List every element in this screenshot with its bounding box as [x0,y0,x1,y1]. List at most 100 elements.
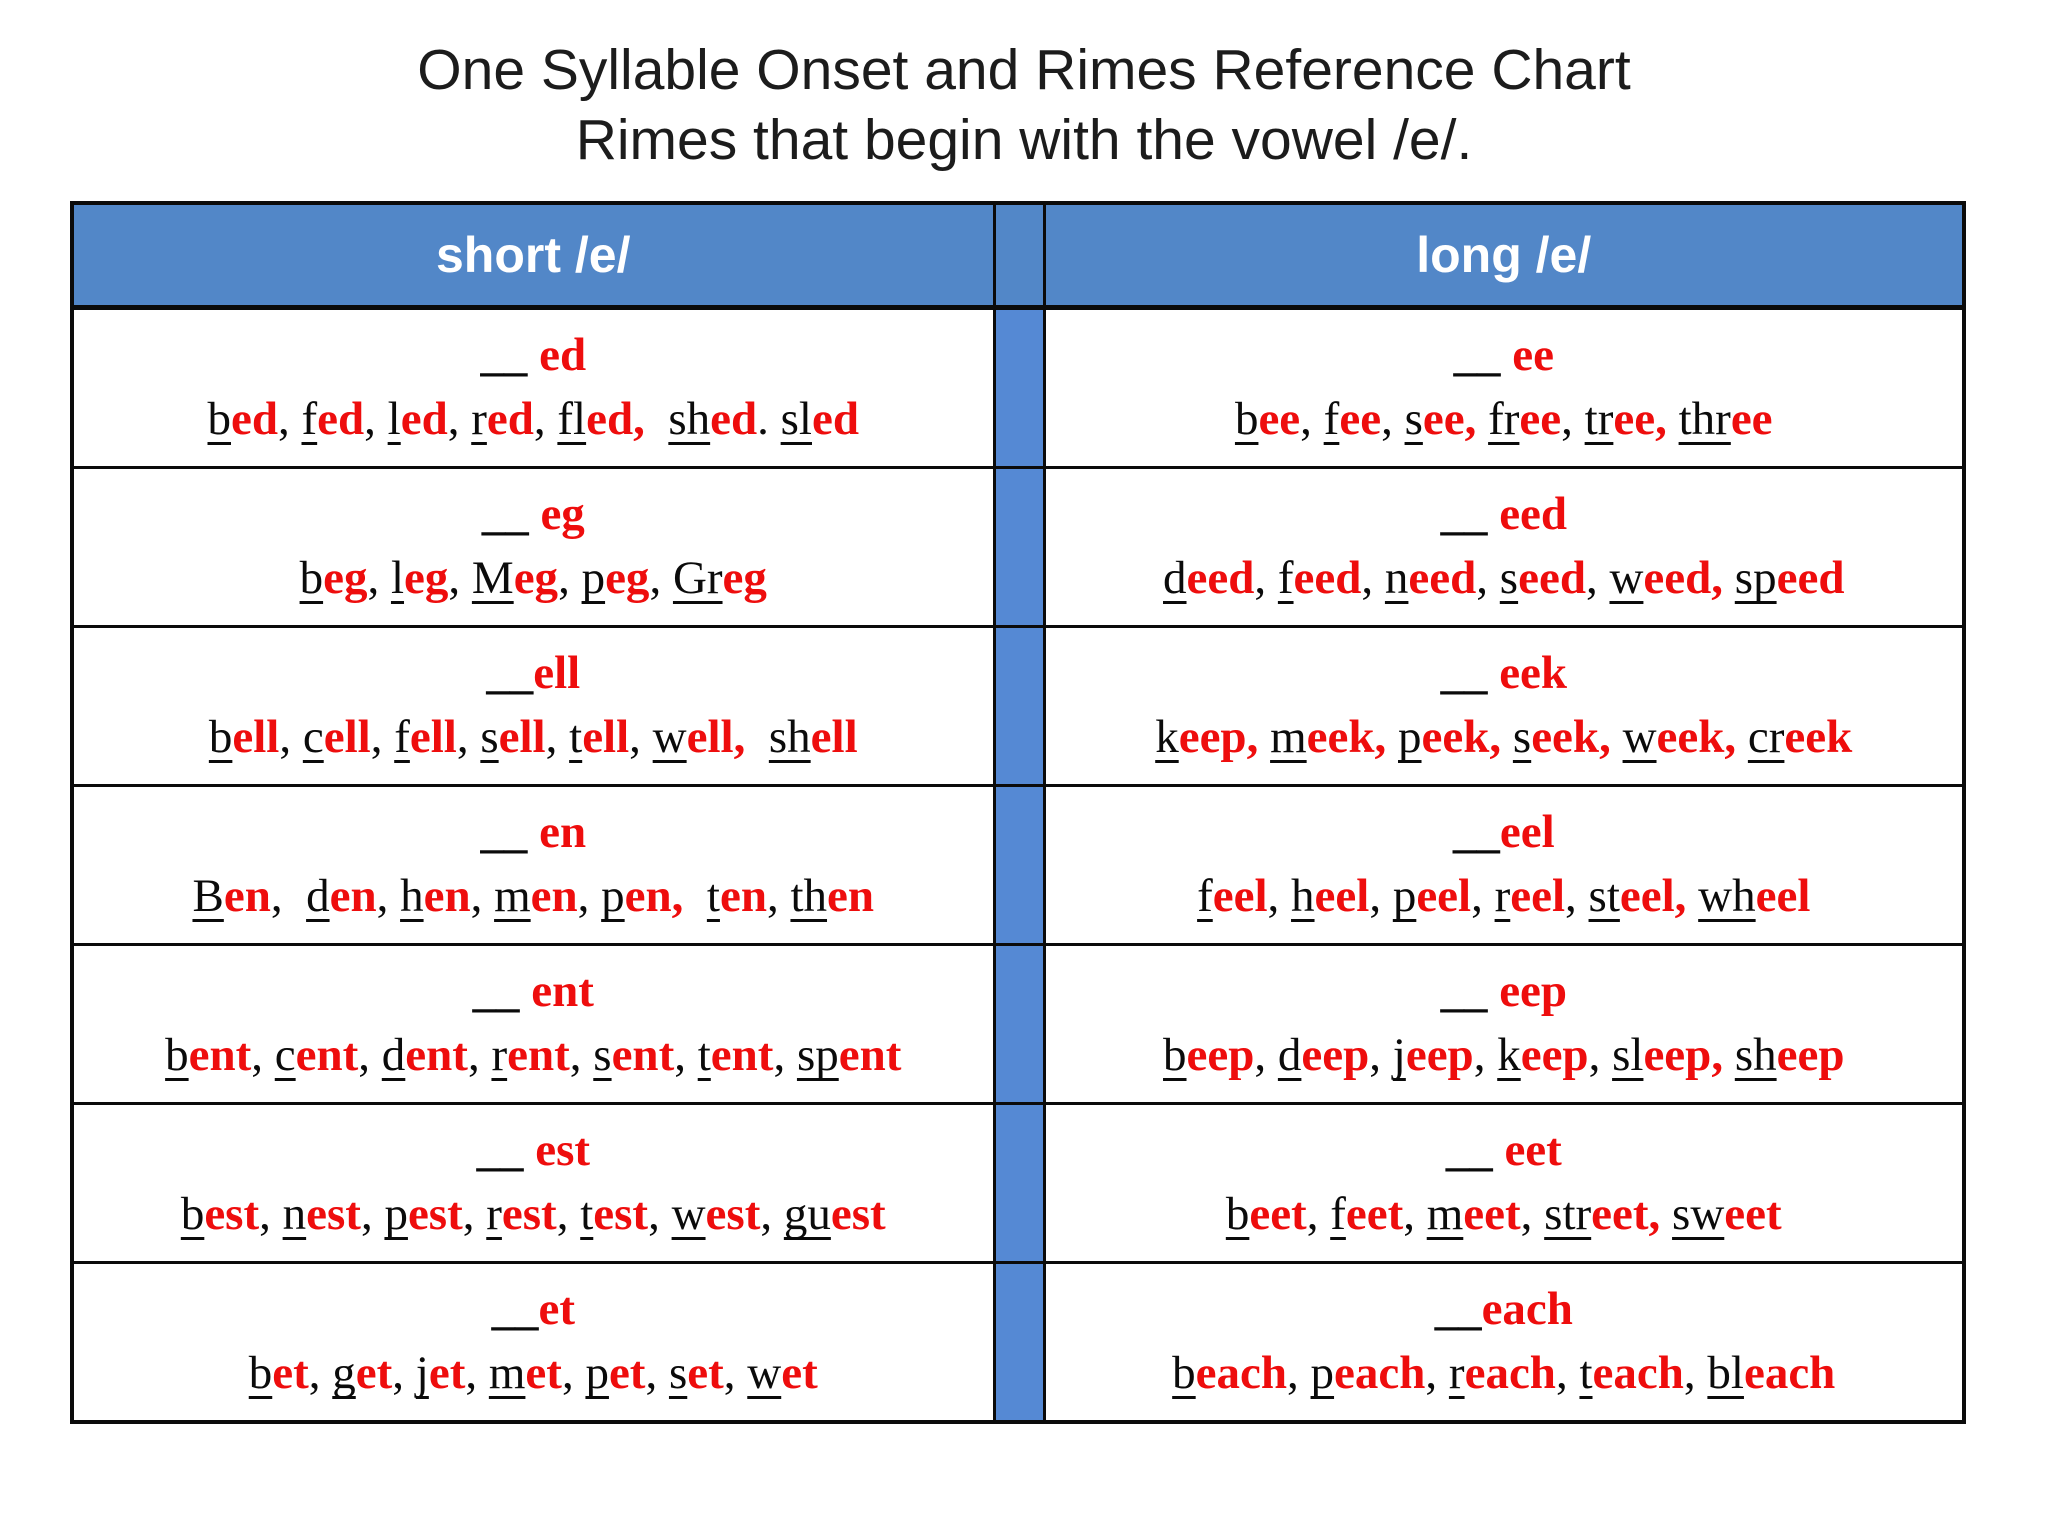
word-separator: , [1561,392,1585,445]
word-rime: eet [1249,1187,1307,1240]
word-rime: est [705,1187,761,1240]
rime-label-text: est [523,1124,591,1177]
word-separator: , [649,551,673,604]
word-separator: , [1254,551,1278,604]
word-separator: , [1369,1028,1393,1081]
rime-cell: __ ent bent, cent, dent, rent, sent, tent… [70,943,996,1106]
word: well [653,711,734,763]
word: reach [1449,1347,1556,1399]
word-separator: , [1489,710,1513,763]
word-onset: r [486,1187,502,1240]
word-onset: gu [783,1187,831,1240]
word-onset: c [302,710,324,763]
word-separator: , [447,392,472,445]
rime-label: __ en [480,803,586,862]
rime-label-text: ent [519,965,594,1018]
word-onset: r [1448,1346,1465,1399]
word-separator: , [278,392,302,445]
rime-label-text: eek [1487,647,1568,700]
rime-row: __ ent bent, cent, dent, rent, sent, tent… [70,943,1966,1106]
word-onset: d [1277,1028,1302,1081]
word-onset: m [1426,1187,1464,1240]
word-onset: r [1494,869,1511,922]
word-rime: eed [1643,551,1712,604]
word-list: beet, feet, meet, street, sweet [1226,1184,1782,1245]
word-list: keep, meek, peek, seek, week, creek [1155,707,1852,768]
word: leg [391,552,448,604]
word: beach [1172,1347,1287,1399]
word-onset: wh [1698,869,1756,922]
word: led [388,393,448,445]
word-onset: w [1622,710,1657,763]
word-onset: Gr [672,551,723,604]
word-separator: , [367,551,391,604]
word-onset: fl [557,392,587,445]
word-onset: th [790,869,828,922]
rime-cell: __et bet, get, jet, met, pet, set, wet [70,1261,996,1424]
word-separator: , [462,1187,487,1240]
word: get [332,1347,392,1399]
rime-cell-content: __ eg beg, leg, Meg, peg, Greg [74,483,993,611]
word-onset: b [208,710,233,763]
word-separator: , [376,869,401,922]
word-rime: ed [586,392,634,445]
word-rime: ent [838,1028,902,1081]
word-rime: eed [1518,551,1586,604]
word-onset: p [585,1346,609,1399]
word-separator: , [1464,392,1489,445]
word-separator: , [1683,1346,1708,1399]
rime-row: __ est best, nest, pest, rest, test, west… [70,1102,1966,1265]
word: free [1488,393,1561,445]
word: jeep [1393,1029,1474,1081]
word-rime: en [624,869,672,922]
word-onset: bl [1707,1346,1744,1399]
word-rime: eep [1520,1028,1589,1081]
rime-label-text: en [527,806,587,859]
word: heel [1291,870,1369,922]
word-onset: k [1155,710,1179,763]
word-separator: , [1724,710,1748,763]
word-separator: , [773,1028,797,1081]
word-rime: ell [810,710,858,763]
word-rime: est [830,1187,886,1240]
word-rime: et [355,1346,393,1399]
word: weed [1609,552,1711,604]
word-separator: , [370,710,395,763]
word-onset: sw [1672,1187,1725,1240]
word-separator: , [270,869,307,922]
word-onset: s [1404,392,1423,445]
word-list: beach, peach, reach, teach, bleach [1172,1343,1835,1404]
word-rime: eet [1591,1187,1649,1240]
word-separator: , [1374,710,1399,763]
word-separator: , [1588,1028,1613,1081]
title-line-2: Rimes that begin with the vowel /e/. [575,107,1473,172]
word: sweet [1672,1188,1782,1240]
word-rime: est [593,1187,649,1240]
rime-row: __ eg beg, leg, Meg, peg, Greg __ eed deed,… [70,466,1966,629]
word-rime: et [272,1346,309,1399]
word-onset: p [581,551,606,604]
word: Meg [472,552,558,604]
word-onset: f [394,710,410,763]
word-rime: each [1195,1346,1288,1399]
word-rime: est [204,1187,260,1240]
word-rime: ee [1613,392,1656,445]
word-separator: , [633,392,669,445]
word-onset: b [165,1028,189,1081]
rime-label: __ell [486,644,580,703]
rime-label-text: each [1481,1283,1573,1336]
word-onset: w [671,1187,706,1240]
word: nest [283,1188,361,1240]
word: street [1544,1188,1648,1240]
word-onset: sl [1612,1028,1644,1081]
word-rime: est [407,1187,463,1240]
word-separator: , [1403,1187,1427,1240]
rime-label-underscore: __ [486,647,534,700]
word: beet [1226,1188,1307,1240]
header-cell-long-e: long /e/ [1042,201,1966,311]
word-separator: , [1711,1028,1735,1081]
rime-cell-content: __ ent bent, cent, dent, rent, sent, tent… [74,960,993,1088]
word: west [672,1188,761,1240]
word-separator: , [1585,551,1610,604]
